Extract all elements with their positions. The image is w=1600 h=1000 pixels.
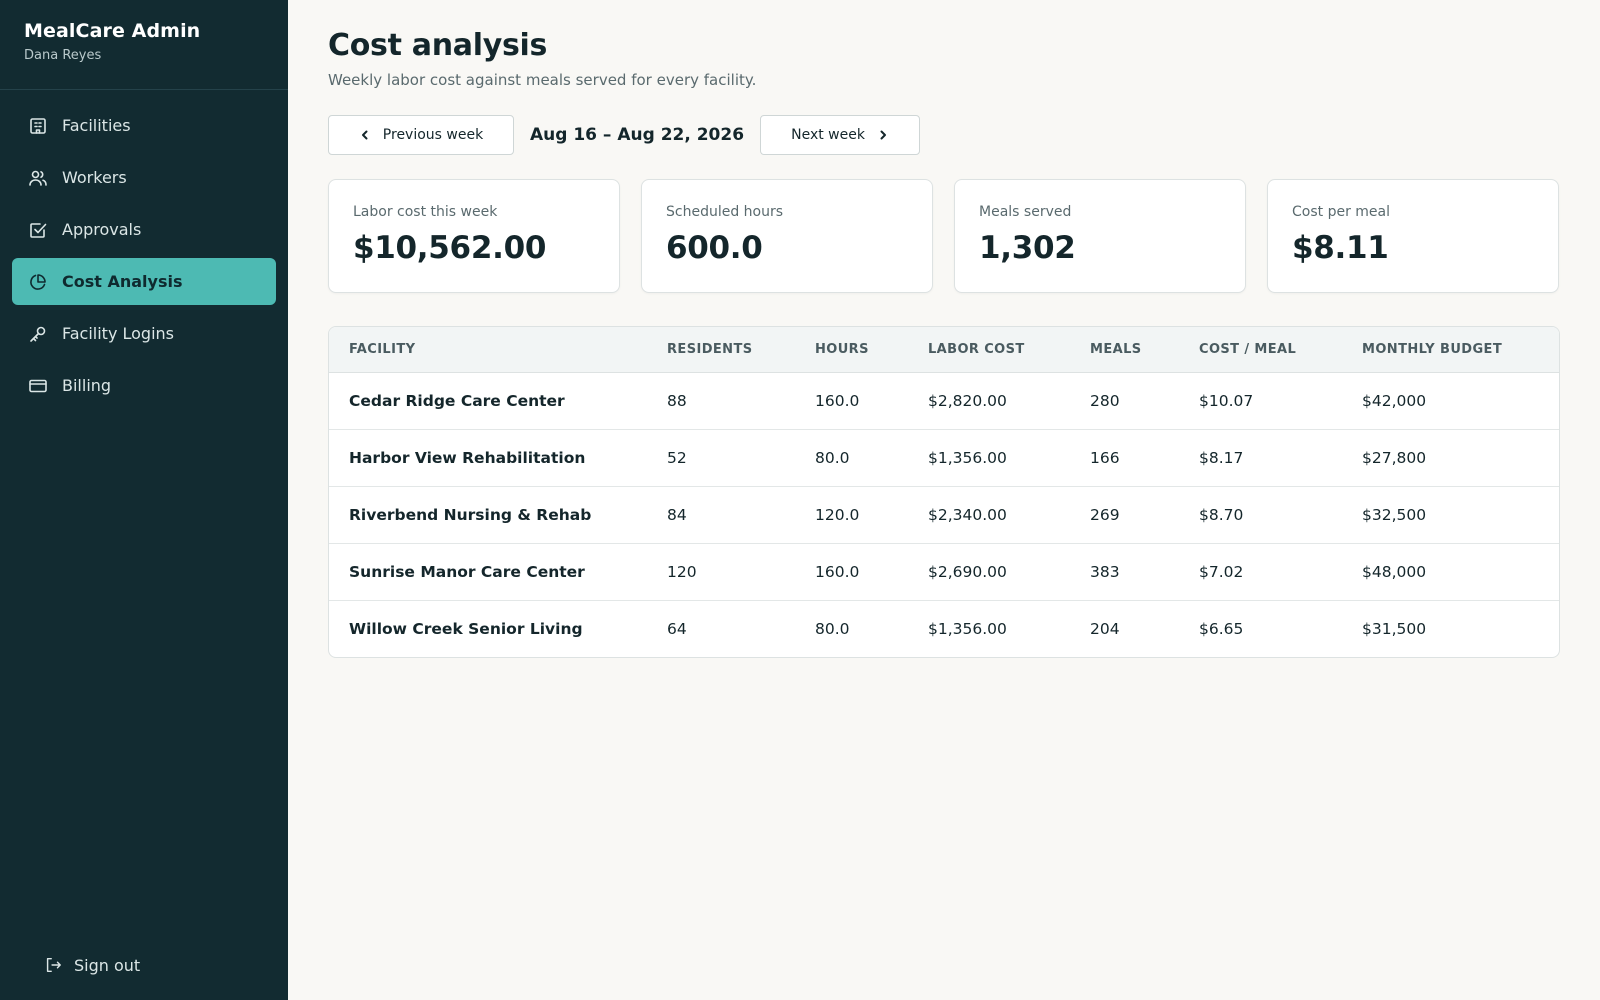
chevron-right-icon [880,130,886,140]
sidebar-item-billing[interactable]: Billing [12,362,276,409]
column-header-monthly-budget: MONTHLY BUDGET [1342,327,1559,373]
column-header-labor-cost: LABOR COST [908,327,1070,373]
table-row: Cedar Ridge Care Center 88 160.0 $2,820.… [329,372,1559,430]
stat-card-scheduled-hours: Scheduled hours 600.0 [641,179,933,293]
sidebar-item-label: Billing [62,376,112,395]
previous-week-button[interactable]: Previous week [328,115,514,155]
table-row: Sunrise Manor Care Center 120 160.0 $2,6… [329,543,1559,601]
chevron-left-icon [361,130,368,140]
cell-monthly-budget: $32,500 [1342,486,1559,544]
stat-card-cost-per-meal: Cost per meal $8.11 [1267,179,1559,293]
cell-cost-per-meal: $7.02 [1179,543,1342,601]
cell-labor-cost: $1,356.00 [928,619,1007,638]
table-row: Harbor View Rehabilitation 52 80.0 $1,35… [329,429,1559,487]
brand-header: MealCare Admin Dana Reyes [0,0,288,90]
cell-labor-cost: $2,690.00 [908,543,1070,601]
page-subtitle: Weekly labor cost against meals served f… [328,71,757,89]
sidebar-item-label: Approvals [62,220,142,239]
cell-meals: 269 [1070,486,1179,544]
column-header-residents: RESIDENTS [647,327,795,373]
stat-value: 600.0 [666,230,763,266]
cell-cost-per-meal: $10.07 [1179,372,1342,430]
sign-out-icon [46,957,61,973]
next-week-button[interactable]: Next week [760,115,921,155]
cell-meals: 280 [1070,372,1179,430]
cell-labor-cost: $2,820.00 [908,372,1070,430]
cell-residents: 88 [647,372,795,430]
stat-label: Labor cost this week [353,204,498,220]
sidebar-item-label: Workers [62,168,127,187]
cell-hours: 120.0 [795,486,908,544]
sidebar-item-label: Facility Logins [62,324,174,343]
page-title: Cost analysis [328,28,548,63]
pie-chart-icon [28,272,48,292]
table-row: Willow Creek Senior Living 64 80.0 $1,35… [329,600,1559,657]
cell-facility: Willow Creek Senior Living [349,619,583,638]
current-user-name: Dana Reyes [24,48,102,63]
cell-facility: Cedar Ridge Care Center [329,372,647,430]
column-header-meals: MEALS [1070,327,1179,373]
cell-hours: 160.0 [795,372,908,430]
credit-card-icon [28,376,48,396]
week-navigator: Previous week Aug 16 – Aug 22, 2026 Next… [328,115,1560,155]
checkbox-icon [28,220,48,240]
cell-cost-per-meal: $8.17 [1179,429,1342,487]
cell-meals: 166 [1070,429,1179,487]
facility-cost-table: FACILITY RESIDENTS HOURS LABOR COST MEAL… [328,326,1560,658]
cell-monthly-budget: $27,800 [1342,429,1559,487]
stat-card-meals-served: Meals served 1,302 [954,179,1246,293]
key-icon [28,324,48,344]
app-title: MealCare Admin [24,20,201,42]
previous-week-label: Previous week [382,127,484,143]
stat-value: $10,562.00 [353,230,547,266]
stat-value: $8.11 [1292,230,1389,266]
cell-labor-cost: $1,356.00 [908,429,1070,487]
cell-hours: 80.0 [795,429,908,487]
main-content: Cost analysis Weekly labor cost against … [328,0,1560,658]
building-icon [28,116,48,136]
sidebar-item-cost-analysis[interactable]: Cost Analysis [12,258,276,305]
stat-label: Scheduled hours [666,204,784,220]
sign-out-label: Sign out [74,955,141,975]
stat-label: Meals served [979,204,1072,220]
cell-residents: 52 [647,429,795,487]
cell-hours: 160.0 [795,543,908,601]
cell-hours: 80.0 [815,619,850,638]
stat-card-labor-cost: Labor cost this week $10,562.00 [328,179,620,293]
table-header-row: FACILITY RESIDENTS HOURS LABOR COST MEAL… [329,327,1559,373]
sidebar-item-label: Facilities [62,116,131,135]
sidebar-nav: Facilities Workers Approvals Cost Analys… [0,90,288,426]
column-header-facility: FACILITY [329,327,647,373]
cell-meals: 383 [1070,543,1179,601]
cell-residents: 120 [647,543,795,601]
week-range: Aug 16 – Aug 22, 2026 [530,125,745,145]
sidebar-item-workers[interactable]: Workers [12,154,276,201]
cell-labor-cost: $2,340.00 [908,486,1070,544]
stat-value: 1,302 [979,230,1076,266]
cell-monthly-budget: $48,000 [1342,543,1559,601]
cell-residents: 84 [647,486,795,544]
sidebar-item-label: Cost Analysis [62,272,183,291]
column-header-hours: HOURS [795,327,908,373]
cell-facility: Sunrise Manor Care Center [329,543,647,601]
cell-facility: Harbor View Rehabilitation [329,429,647,487]
sidebar-item-facilities[interactable]: Facilities [12,102,276,149]
stats-row: Labor cost this week $10,562.00 Schedule… [328,179,1560,293]
cell-cost-per-meal: $6.65 [1199,619,1244,638]
sidebar-item-facility-logins[interactable]: Facility Logins [12,310,276,357]
sidebar-item-approvals[interactable]: Approvals [12,206,276,253]
cell-residents: 64 [667,619,687,638]
cell-cost-per-meal: $8.70 [1179,486,1342,544]
stat-label: Cost per meal [1292,204,1390,220]
sidebar: MealCare Admin Dana Reyes Facilities Wor… [0,0,288,1000]
column-header-cost-per-meal: COST / MEAL [1179,327,1342,373]
cell-monthly-budget: $42,000 [1342,372,1559,430]
cell-meals: 204 [1090,619,1120,638]
table-row: Riverbend Nursing & Rehab 84 120.0 $2,34… [329,486,1559,544]
cell-facility: Riverbend Nursing & Rehab [329,486,647,544]
users-icon [28,168,48,188]
next-week-label: Next week [791,127,865,143]
cell-monthly-budget: $31,500 [1362,619,1427,638]
sign-out-button[interactable]: Sign out [36,950,148,980]
